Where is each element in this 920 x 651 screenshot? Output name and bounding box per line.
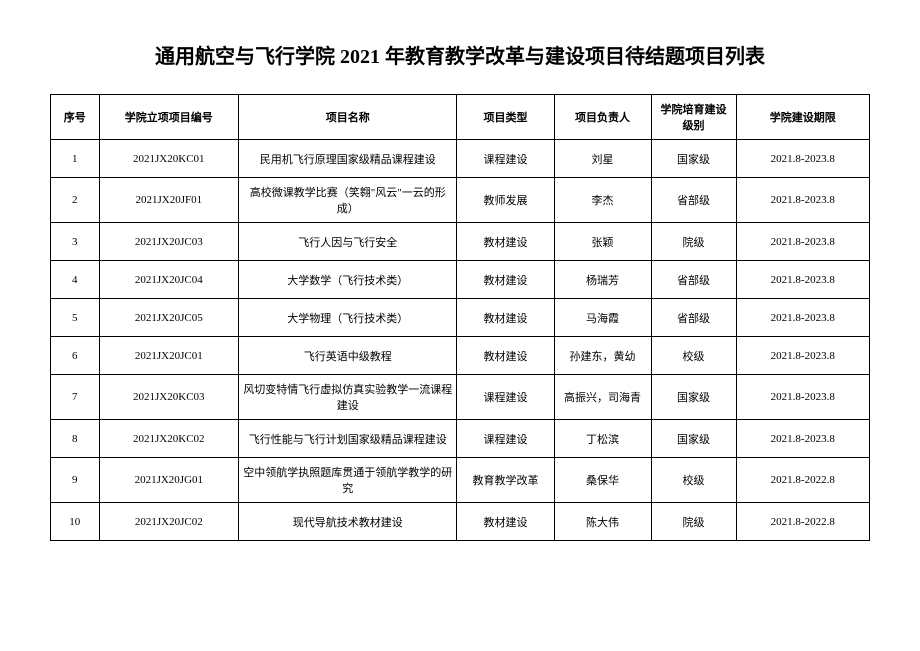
cell-name: 现代导航技术教材建设: [239, 503, 457, 541]
col-header-person: 项目负责人: [554, 95, 651, 140]
cell-person: 刘星: [554, 140, 651, 178]
cell-seq: 2: [51, 178, 100, 223]
cell-code: 2021JX20JF01: [99, 178, 239, 223]
cell-seq: 4: [51, 261, 100, 299]
cell-level: 国家级: [651, 140, 736, 178]
cell-level: 省部级: [651, 261, 736, 299]
cell-level: 院级: [651, 503, 736, 541]
projects-table: 序号 学院立项项目编号 项目名称 项目类型 项目负责人 学院培育建设级别 学院建…: [50, 94, 870, 541]
cell-person: 丁松滨: [554, 420, 651, 458]
cell-seq: 3: [51, 223, 100, 261]
cell-code: 2021JX20JC02: [99, 503, 239, 541]
cell-period: 2021.8-2023.8: [736, 420, 870, 458]
cell-person: 高振兴，司海青: [554, 375, 651, 420]
cell-code: 2021JX20KC02: [99, 420, 239, 458]
cell-period: 2021.8-2022.8: [736, 503, 870, 541]
cell-code: 2021JX20JC01: [99, 337, 239, 375]
cell-type: 教材建设: [457, 261, 554, 299]
table-row: 102021JX20JC02现代导航技术教材建设教材建设陈大伟院级2021.8-…: [51, 503, 870, 541]
cell-type: 教材建设: [457, 299, 554, 337]
cell-type: 教材建设: [457, 337, 554, 375]
table-row: 62021JX20JC01飞行英语中级教程教材建设孙建东，黄幼校级2021.8-…: [51, 337, 870, 375]
cell-seq: 9: [51, 458, 100, 503]
cell-seq: 8: [51, 420, 100, 458]
cell-period: 2021.8-2022.8: [736, 458, 870, 503]
table-row: 92021JX20JG01空中领航学执照题库贯通于领航学教学的研究教育教学改革桑…: [51, 458, 870, 503]
col-header-seq: 序号: [51, 95, 100, 140]
cell-type: 教师发展: [457, 178, 554, 223]
cell-person: 陈大伟: [554, 503, 651, 541]
table-row: 82021JX20KC02飞行性能与飞行计划国家级精品课程建设课程建设丁松滨国家…: [51, 420, 870, 458]
cell-level: 校级: [651, 337, 736, 375]
cell-person: 张颖: [554, 223, 651, 261]
cell-period: 2021.8-2023.8: [736, 140, 870, 178]
cell-level: 国家级: [651, 420, 736, 458]
cell-code: 2021JX20KC01: [99, 140, 239, 178]
table-row: 32021JX20JC03飞行人因与飞行安全教材建设张颖院级2021.8-202…: [51, 223, 870, 261]
cell-period: 2021.8-2023.8: [736, 178, 870, 223]
cell-code: 2021JX20JC04: [99, 261, 239, 299]
cell-type: 课程建设: [457, 375, 554, 420]
cell-period: 2021.8-2023.8: [736, 223, 870, 261]
cell-type: 教材建设: [457, 223, 554, 261]
cell-person: 孙建东，黄幼: [554, 337, 651, 375]
col-header-type: 项目类型: [457, 95, 554, 140]
cell-level: 省部级: [651, 299, 736, 337]
cell-name: 飞行人因与飞行安全: [239, 223, 457, 261]
cell-type: 教材建设: [457, 503, 554, 541]
cell-type: 课程建设: [457, 140, 554, 178]
col-header-code: 学院立项项目编号: [99, 95, 239, 140]
cell-person: 李杰: [554, 178, 651, 223]
table-row: 52021JX20JC05大学物理（飞行技术类）教材建设马海霞省部级2021.8…: [51, 299, 870, 337]
cell-name: 空中领航学执照题库贯通于领航学教学的研究: [239, 458, 457, 503]
cell-seq: 1: [51, 140, 100, 178]
table-row: 72021JX20KC03风切变特情飞行虚拟仿真实验教学一流课程建设课程建设高振…: [51, 375, 870, 420]
col-header-period: 学院建设期限: [736, 95, 870, 140]
cell-level: 省部级: [651, 178, 736, 223]
cell-code: 2021JX20JC05: [99, 299, 239, 337]
cell-person: 马海霞: [554, 299, 651, 337]
page-title: 通用航空与飞行学院 2021 年教育教学改革与建设项目待结题项目列表: [50, 40, 870, 69]
cell-code: 2021JX20KC03: [99, 375, 239, 420]
cell-name: 风切变特情飞行虚拟仿真实验教学一流课程建设: [239, 375, 457, 420]
cell-seq: 6: [51, 337, 100, 375]
cell-name: 飞行性能与飞行计划国家级精品课程建设: [239, 420, 457, 458]
cell-type: 教育教学改革: [457, 458, 554, 503]
col-header-name: 项目名称: [239, 95, 457, 140]
cell-person: 桑保华: [554, 458, 651, 503]
cell-name: 飞行英语中级教程: [239, 337, 457, 375]
cell-name: 高校微课教学比赛（笑翱"风云"一云的形成）: [239, 178, 457, 223]
cell-person: 杨瑞芳: [554, 261, 651, 299]
cell-seq: 7: [51, 375, 100, 420]
cell-period: 2021.8-2023.8: [736, 299, 870, 337]
cell-seq: 10: [51, 503, 100, 541]
table-row: 42021JX20JC04大学数学（飞行技术类）教材建设杨瑞芳省部级2021.8…: [51, 261, 870, 299]
table-row: 12021JX20KC01民用机飞行原理国家级精品课程建设课程建设刘星国家级20…: [51, 140, 870, 178]
table-row: 22021JX20JF01高校微课教学比赛（笑翱"风云"一云的形成）教师发展李杰…: [51, 178, 870, 223]
table-header-row: 序号 学院立项项目编号 项目名称 项目类型 项目负责人 学院培育建设级别 学院建…: [51, 95, 870, 140]
cell-level: 校级: [651, 458, 736, 503]
cell-name: 民用机飞行原理国家级精品课程建设: [239, 140, 457, 178]
cell-name: 大学物理（飞行技术类）: [239, 299, 457, 337]
cell-period: 2021.8-2023.8: [736, 375, 870, 420]
cell-code: 2021JX20JC03: [99, 223, 239, 261]
cell-level: 国家级: [651, 375, 736, 420]
cell-level: 院级: [651, 223, 736, 261]
cell-type: 课程建设: [457, 420, 554, 458]
cell-code: 2021JX20JG01: [99, 458, 239, 503]
cell-seq: 5: [51, 299, 100, 337]
cell-name: 大学数学（飞行技术类）: [239, 261, 457, 299]
cell-period: 2021.8-2023.8: [736, 337, 870, 375]
cell-period: 2021.8-2023.8: [736, 261, 870, 299]
col-header-level: 学院培育建设级别: [651, 95, 736, 140]
